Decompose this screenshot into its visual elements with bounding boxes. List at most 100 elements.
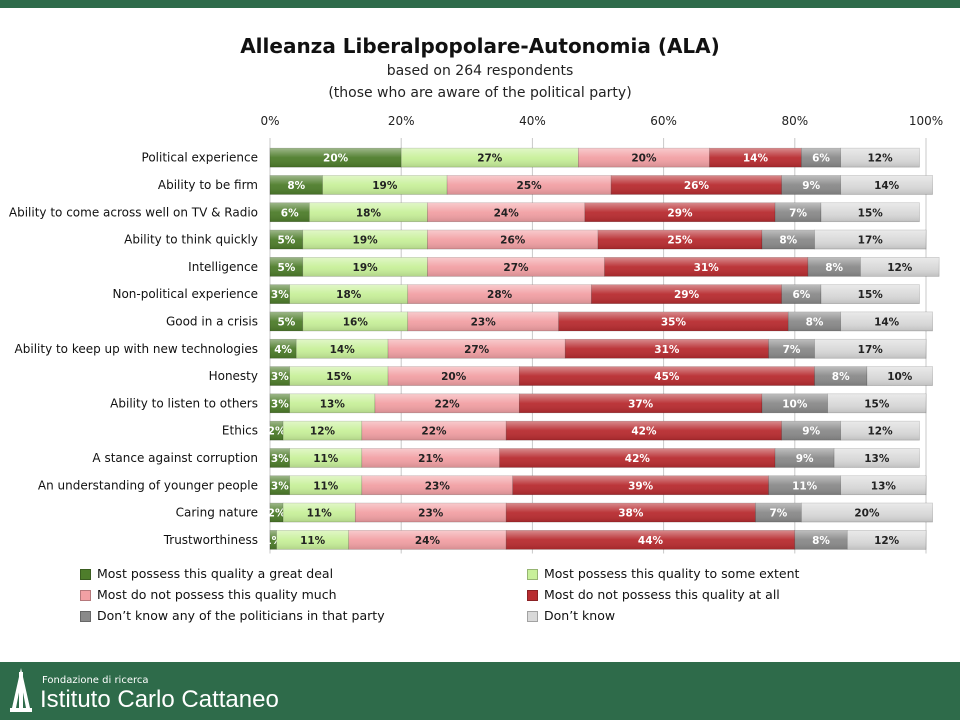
data-label: 23%: [425, 480, 451, 492]
bar-segment-gloss: [302, 311, 408, 331]
x-tick-label: 80%: [781, 114, 808, 128]
bar-segment-gloss: [860, 257, 940, 277]
data-label: 22%: [435, 398, 461, 410]
bar-segment-gloss: [322, 175, 448, 195]
data-label: 17%: [858, 235, 884, 247]
bar-segment-gloss: [283, 421, 362, 441]
bar-segment-gloss: [270, 257, 303, 277]
category-label: Ability to keep up with new technologies: [15, 342, 258, 356]
bar-segment-gloss: [578, 148, 710, 168]
legend-item: Don’t know any of the politicians in tha…: [80, 608, 385, 623]
data-label: 8%: [806, 316, 824, 328]
category-label: Good in a crisis: [166, 314, 258, 328]
bar-segment-gloss: [270, 148, 402, 168]
bar-segment-gloss: [768, 339, 815, 359]
bar-segment-gloss: [755, 503, 802, 523]
bar-segment-gloss: [427, 230, 598, 250]
data-label: 21%: [418, 453, 444, 465]
bar-segment-gloss: [598, 230, 762, 250]
data-label: 35%: [661, 316, 687, 328]
data-label: 7%: [769, 508, 787, 520]
bar-segment-gloss: [840, 175, 933, 195]
bar-segment-gloss: [270, 311, 303, 331]
data-label: 4%: [274, 344, 292, 356]
bar-segment-gloss: [801, 503, 933, 523]
data-label: 25%: [517, 180, 543, 192]
data-label: 3%: [271, 289, 289, 301]
data-label: 24%: [415, 535, 441, 547]
legend-swatch: [80, 569, 91, 580]
data-label: 26%: [500, 235, 526, 247]
data-label: 3%: [271, 398, 289, 410]
data-label: 19%: [372, 180, 398, 192]
category-label: An understanding of younger people: [38, 478, 258, 492]
data-label: 11%: [300, 535, 326, 547]
data-label: 10%: [887, 371, 913, 383]
data-label: 31%: [694, 262, 720, 274]
bar-segment-gloss: [762, 230, 815, 250]
bar-segment-gloss: [814, 366, 867, 386]
data-label: 18%: [356, 207, 382, 219]
bar-segment-gloss: [866, 366, 933, 386]
chart-subtitle-line-2: (those who are aware of the political pa…: [328, 85, 632, 101]
bar-segment-gloss: [302, 257, 428, 277]
data-label: 16%: [343, 316, 369, 328]
data-label: 15%: [858, 207, 884, 219]
data-label: 14%: [874, 180, 900, 192]
bar-segment-gloss: [407, 284, 592, 304]
data-label: 28%: [487, 289, 513, 301]
bar-segment-gloss: [840, 475, 926, 495]
legend-label: Most do not possess this quality much: [97, 587, 337, 602]
bar-segment-gloss: [270, 448, 290, 468]
data-label: 29%: [667, 207, 693, 219]
data-label: 5%: [277, 316, 295, 328]
category-label: Ability to be firm: [158, 178, 258, 192]
data-label: 11%: [313, 480, 339, 492]
data-label: 6%: [281, 207, 299, 219]
data-label: 5%: [277, 235, 295, 247]
institute-logo-icon: [10, 668, 32, 712]
bar-segment-gloss: [361, 475, 513, 495]
legend-label: Don’t know: [544, 608, 616, 623]
bar-segment-gloss: [834, 448, 920, 468]
legend-swatch: [527, 569, 538, 580]
data-label: 9%: [802, 426, 820, 438]
bar-segment-gloss: [506, 421, 782, 441]
chart-subtitle-line-1: based on 264 respondents: [386, 63, 574, 79]
category-label: Intelligence: [188, 260, 258, 274]
bar-segment-gloss: [558, 311, 789, 331]
bar-segment-gloss: [519, 393, 762, 413]
data-label: 3%: [271, 480, 289, 492]
data-label: 14%: [330, 344, 356, 356]
bar-segment-gloss: [348, 530, 507, 550]
bar-segment-gloss: [604, 257, 808, 277]
bar-segment-gloss: [794, 530, 848, 550]
data-label: 6%: [792, 289, 810, 301]
data-label: 26%: [684, 180, 710, 192]
bar-segment-gloss: [814, 339, 926, 359]
data-label: 14%: [874, 316, 900, 328]
legend-item: Most do not possess this quality much: [80, 587, 337, 602]
data-label: 24%: [494, 207, 520, 219]
bar-segment-gloss: [270, 503, 284, 523]
bar-segment-gloss: [289, 475, 362, 495]
bar-segment-gloss: [270, 202, 310, 222]
bar-segment-gloss: [289, 284, 408, 304]
legend-label: Most possess this quality to some extent: [544, 566, 800, 581]
x-tick-label: 0%: [260, 114, 279, 128]
data-label: 12%: [868, 426, 894, 438]
data-label: 13%: [871, 480, 897, 492]
bar-segment-gloss: [584, 202, 776, 222]
institute-name: Istituto Carlo Cattaneo: [40, 686, 279, 713]
data-label: 45%: [654, 371, 680, 383]
category-label: Ethics: [222, 424, 258, 438]
stacked-bar-chart: 0% 20% 40% 60% 80% 100% Political experience 20…: [9, 114, 943, 554]
data-label: 27%: [464, 344, 490, 356]
category-label: Honesty: [209, 369, 258, 383]
bar-segment-gloss: [827, 393, 926, 413]
x-tick-label: 100%: [909, 114, 943, 128]
data-label: 15%: [326, 371, 352, 383]
bar-segment-gloss: [270, 393, 290, 413]
bar-segment-gloss: [709, 148, 802, 168]
data-label: 37%: [628, 398, 654, 410]
